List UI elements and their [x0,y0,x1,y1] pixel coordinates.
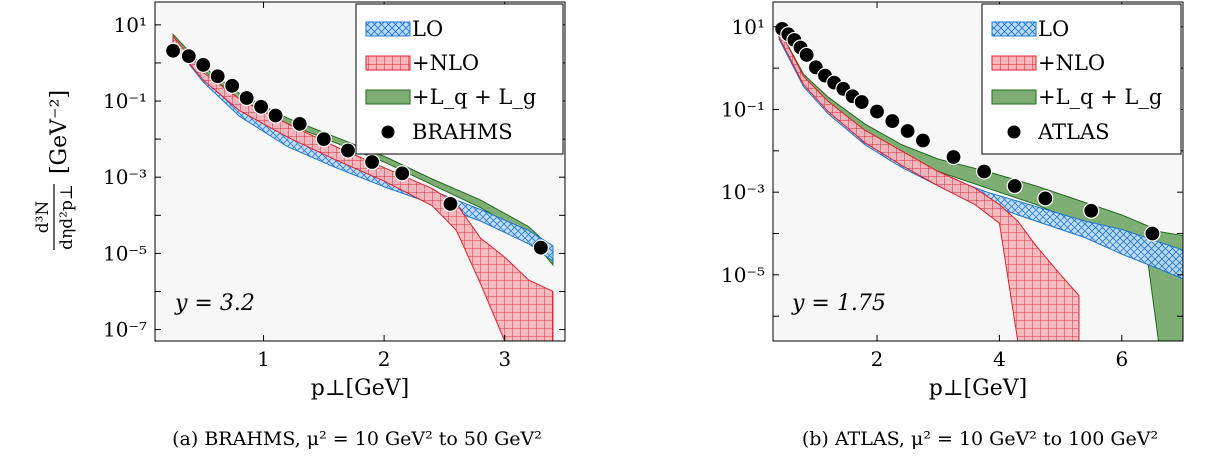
data-point-atlas [798,46,815,64]
y-tick-label: 10⁻¹ [721,97,765,121]
legend-b: LO +NLO +L_q + L_g ATLAS [981,3,1182,155]
data-point-brahms [394,165,411,182]
data-point-brahms [195,56,212,73]
data-point-atlas [976,163,993,180]
y-axis-label: d³N dηd²p⊥ [GeV⁻²] [33,90,77,250]
data-point-brahms [238,89,255,107]
data-point-atlas [853,93,870,111]
y-tick-label: 10¹ [114,13,147,37]
y-tick-label: 10⁻⁷ [103,318,147,342]
panel-a: 1 2 3 10¹ 10⁻¹ 10⁻³ 10⁻⁵ 10⁻⁷ p⊥[GeV] y = 3.2 (… [103,1,566,450]
legend-label-atlas: ATLAS [1037,120,1110,144]
points-b [774,20,1161,242]
legend-label-brahms: BRAHMS [412,120,513,144]
band-nlo-a [172,34,554,341]
legend-label-nlo-a: +NLO [412,51,479,75]
y-tick-label: 10⁻⁵ [721,263,765,287]
xlabel-b: p⊥[GeV] [929,376,1027,401]
data-point-atlas [1144,225,1161,242]
data-point-brahms [209,68,226,85]
band-nlo-b [778,28,1080,341]
legend-label-nlo-b: +NLO [1038,51,1105,75]
data-point-brahms [339,142,357,159]
ylabel-unit: [GeV⁻²] [47,90,72,174]
data-point-brahms [224,77,241,94]
x-tick-label: 1 [257,347,270,371]
y-tick-label: 10¹ [732,15,765,39]
y-tick-label: 10⁻⁵ [103,241,147,265]
y-tick-label: 10⁻³ [103,165,147,189]
data-point-atlas [868,103,886,120]
legend-a: LO +NLO +L_q + L_g BRAHMS [355,3,564,155]
legend-marker-atlas [1006,124,1022,140]
panel-label-a: y = 3.2 [174,291,255,316]
ylabel-numerator: d³N [33,201,53,234]
data-point-brahms [442,195,459,212]
caption-a: (a) BRAHMS, μ² = 10 GeV² to 50 GeV² [172,428,542,450]
bands-b [778,28,1183,341]
data-point-brahms [253,98,270,115]
panel-b: 2 4 6 10¹ 10⁻¹ 10⁻³ 10⁻⁵ p⊥[GeV] y = 1.75 (b) … [721,1,1184,450]
data-point-atlas [1037,190,1054,207]
x-tick-label: 4 [993,347,1006,371]
legend-marker-brahms [380,124,396,140]
data-point-atlas [945,148,962,166]
data-point-brahms [291,115,308,132]
y-tick-label: 10⁻³ [721,180,765,204]
data-point-atlas [1083,202,1100,219]
data-point-brahms [180,47,197,65]
legend-swatch-lqlg-a [365,89,411,105]
legend-swatch-lo-b [991,21,1037,37]
data-point-atlas [1006,177,1023,195]
ticks-a: 1 2 3 10¹ 10⁻¹ 10⁻³ 10⁻⁵ 10⁻⁷ [103,2,565,371]
legend-swatch-nlo-a [365,55,411,71]
legend-swatch-nlo-b [991,55,1037,71]
legend-swatch-lo-a [365,21,411,37]
xlabel-a: p⊥[GeV] [311,376,409,401]
legend-label-lqlg-b: +L_q + L_g [1038,85,1162,109]
x-tick-label: 2 [871,347,884,371]
x-tick-label: 2 [378,347,391,371]
data-point-brahms [267,107,284,124]
plot-frame-b [772,1,1184,342]
x-tick-label: 6 [1115,347,1128,371]
data-point-brahms [532,239,549,256]
plot-frame-a [154,1,566,342]
legend-label-lo-b: LO [1038,17,1069,41]
legend-label-lo-a: LO [412,17,443,41]
legend-swatch-lqlg-b [991,89,1037,105]
x-tick-label: 3 [498,347,511,371]
legend-label-lqlg-a: +L_q + L_g [412,85,536,109]
data-point-brahms [164,42,182,59]
panel-label-b: y = 1.75 [791,291,886,316]
ylabel-denominator: dηd²p⊥ [57,184,77,250]
caption-b: (b) ATLAS, μ² = 10 GeV² to 100 GeV² [802,428,1158,450]
data-point-brahms [315,131,332,148]
data-point-atlas [914,132,932,149]
data-point-brahms [363,153,381,171]
points-a [164,42,549,256]
y-tick-label: 10⁻¹ [103,89,147,113]
data-point-atlas [884,112,901,130]
data-point-atlas [899,122,916,140]
